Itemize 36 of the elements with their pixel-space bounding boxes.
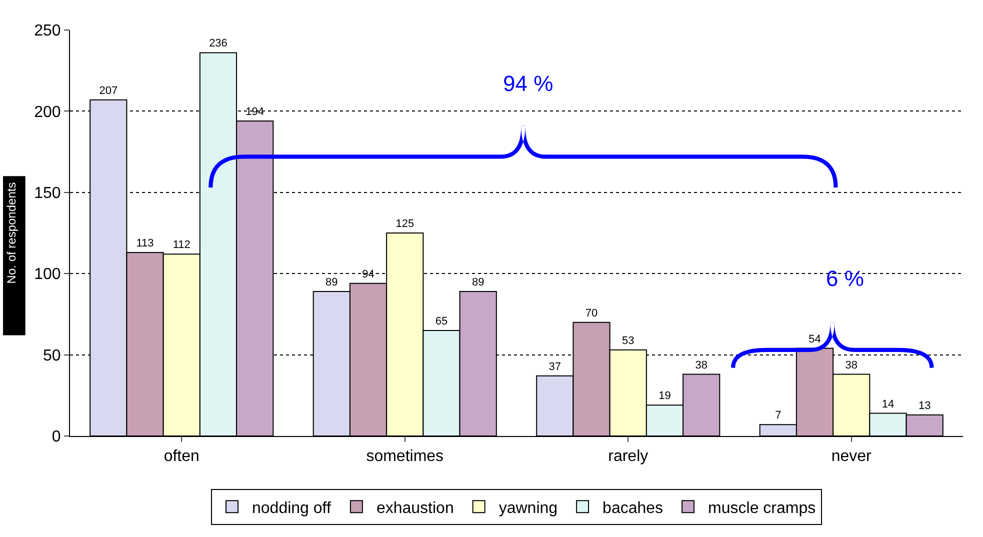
legend-label: nodding off (252, 500, 332, 517)
data-label: 53 (622, 334, 634, 347)
x-tick-label: rarely (608, 448, 648, 466)
data-label: 89 (326, 276, 338, 288)
y-tick-label: 200 (34, 104, 61, 121)
data-label: 125 (396, 218, 414, 230)
y-tick-label: 0 (52, 428, 61, 446)
data-label: 113 (136, 237, 154, 250)
data-label: 207 (99, 84, 118, 97)
y-tick-label: 150 (34, 185, 61, 202)
data-label: 70 (585, 307, 598, 320)
data-label: 89 (472, 276, 484, 288)
data-label: 38 (695, 359, 708, 372)
x-tick-label: never (831, 448, 872, 466)
data-label: 19 (658, 390, 671, 402)
data-label: 37 (548, 360, 562, 373)
data-label: 112 (172, 239, 190, 252)
data-label: 13 (918, 400, 931, 412)
data-label: 54 (808, 333, 821, 346)
x-tick-label: often (164, 448, 200, 466)
annotation: 6 % (826, 266, 864, 291)
legend-label: muscle cramps (708, 500, 816, 517)
data-label: 7 (775, 410, 782, 422)
legend-label: bacahes (602, 500, 664, 517)
data-label: 38 (845, 359, 858, 372)
y-tick-label: 250 (34, 22, 61, 40)
annotation: 94 % (503, 71, 554, 96)
data-label: 14 (882, 398, 894, 410)
data-label: 236 (209, 38, 228, 50)
legend-label: yawning (498, 500, 558, 517)
y-axis-title: No. of respondents (4, 182, 18, 284)
legend-label: exhaustion (376, 500, 454, 517)
x-tick-label: sometimes (366, 448, 444, 466)
y-tick-label: 100 (34, 266, 61, 284)
y-tick-label: 50 (43, 347, 61, 364)
data-label: 65 (435, 315, 448, 328)
